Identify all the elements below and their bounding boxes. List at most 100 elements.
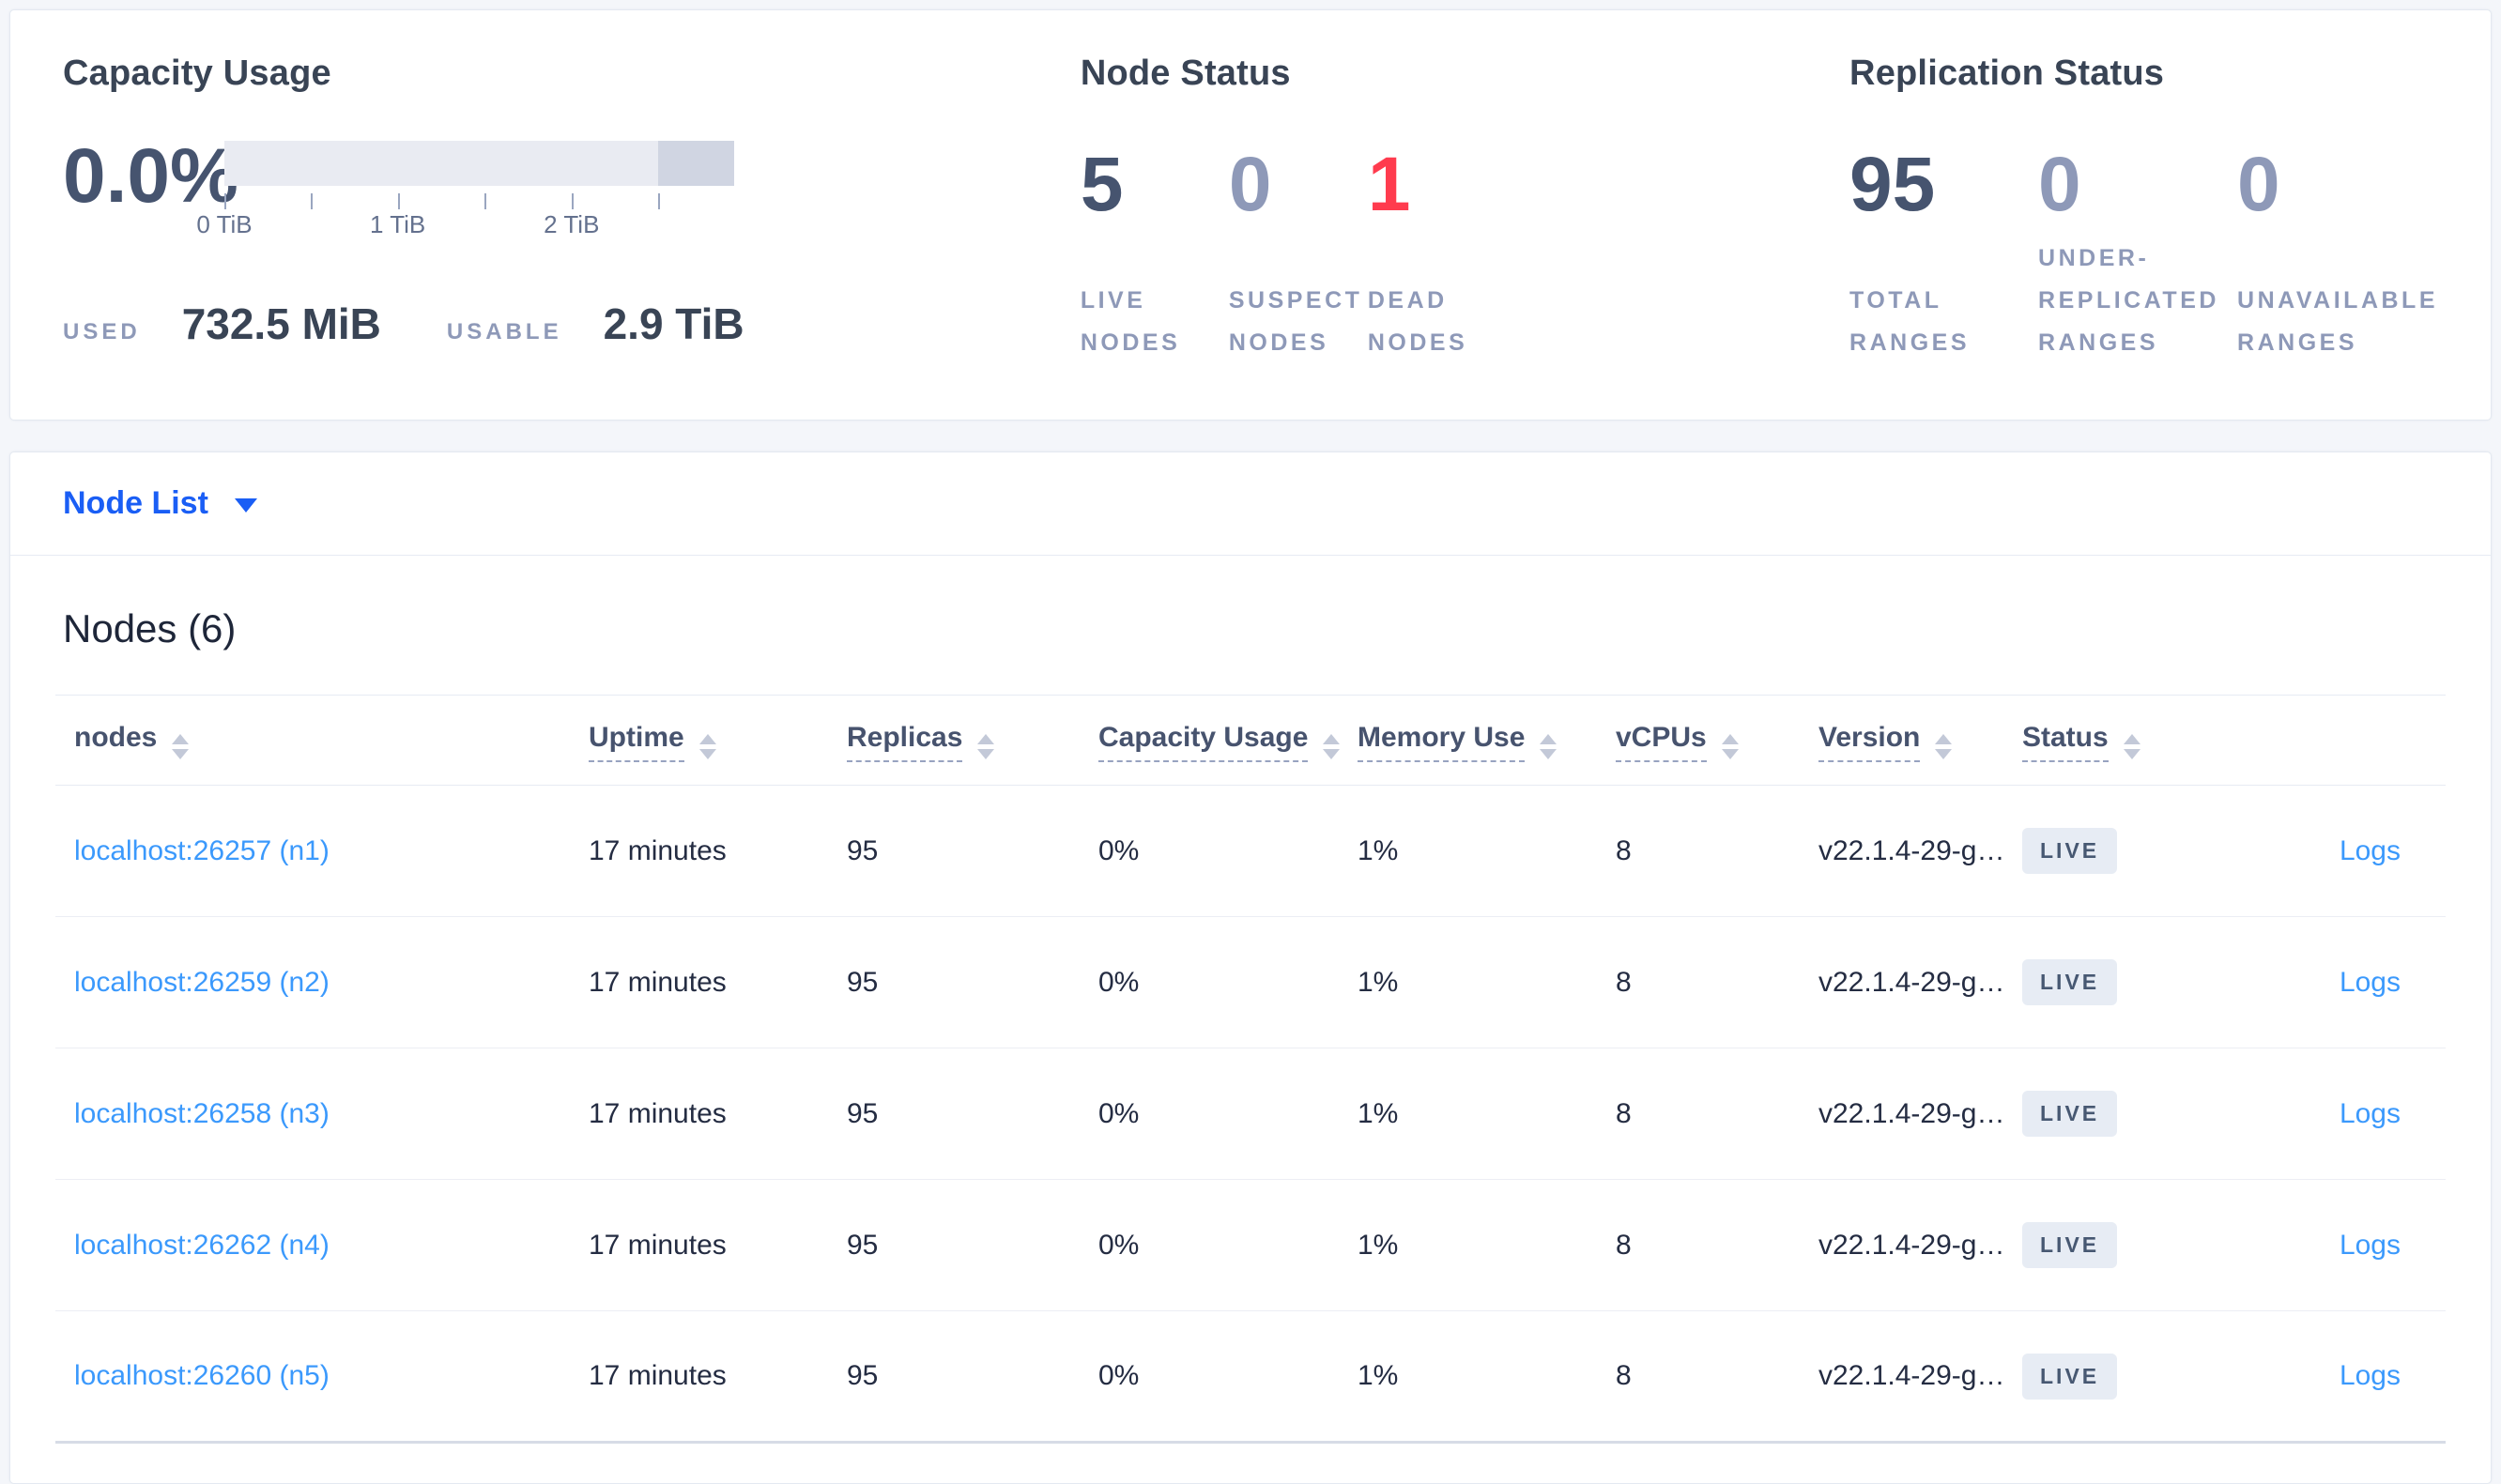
unavailable-ranges-stat: 0 UNAVAILABLE RANGES <box>2237 146 2438 364</box>
replicas-cell: 95 <box>839 1310 1091 1444</box>
column-header-status[interactable]: Status <box>2015 695 2208 786</box>
capacity-bar <box>224 141 734 186</box>
capacity-usage-section: Capacity Usage 0.0% <box>63 54 1081 420</box>
column-header-capacity-usage[interactable]: Capacity Usage <box>1091 695 1350 786</box>
node-status-section: Node Status 5 LIVE NODES 0 SUSPECT NODES… <box>1081 54 1849 420</box>
node-status-stats: 5 LIVE NODES 0 SUSPECT NODES 1 DEAD NODE… <box>1081 146 1849 364</box>
replicas-cell: 95 <box>839 1179 1091 1311</box>
logs-link[interactable]: Logs <box>2339 966 2401 998</box>
capacity-bar-ticks <box>224 186 734 210</box>
table-row: localhost:26257 (n1) 17 minutes 95 0% 1%… <box>55 785 2446 917</box>
uptime-cell: 17 minutes <box>581 1179 839 1311</box>
tick-label: 2 TiB <box>544 210 600 238</box>
nodes-table-section: Nodes (6) nodes Uptim <box>10 606 2491 1444</box>
table-header-row: nodes Uptime Replicas Capacity Usage <box>55 695 2446 786</box>
table-row: localhost:26262 (n4) 17 minutes 95 0% 1%… <box>55 1179 2446 1311</box>
node-link[interactable]: localhost:26257 (n1) <box>74 834 330 866</box>
capacity-usage-cell: 0% <box>1091 916 1350 1048</box>
replicas-cell: 95 <box>839 1048 1091 1180</box>
vcpus-cell: 8 <box>1608 1048 1811 1180</box>
unavailable-ranges-label: UNAVAILABLE RANGES <box>2237 287 2438 356</box>
total-ranges-stat: 95 TOTAL RANGES <box>1849 146 2038 364</box>
capacity-usage-cell: 0% <box>1091 1179 1350 1311</box>
node-link[interactable]: localhost:26259 (n2) <box>74 966 330 998</box>
capacity-bar-block: 0 TiB 1 TiB 2 TiB <box>196 131 734 240</box>
sort-icon <box>698 733 716 759</box>
logs-link[interactable]: Logs <box>2339 1097 2401 1129</box>
replicas-cell: 95 <box>839 785 1091 917</box>
replication-status-section: Replication Status 95 TOTAL RANGES 0 UND… <box>1849 54 2438 420</box>
sort-icon <box>172 733 190 759</box>
table-row: localhost:26259 (n2) 17 minutes 95 0% 1%… <box>55 916 2446 1048</box>
sort-icon <box>1540 733 1557 759</box>
status-badge: LIVE <box>2022 1091 2118 1137</box>
column-header-replicas[interactable]: Replicas <box>839 695 1091 786</box>
memory-use-cell: 1% <box>1350 1310 1608 1444</box>
version-cell: v22.1.4-29-g… <box>1811 1048 2015 1180</box>
usable-value: 2.9 TiB <box>603 299 744 348</box>
table-row: localhost:26260 (n5) 17 minutes 95 0% 1%… <box>55 1310 2446 1444</box>
uptime-cell: 17 minutes <box>581 1048 839 1180</box>
node-link[interactable]: localhost:26262 (n4) <box>74 1229 330 1261</box>
column-header-version[interactable]: Version <box>1811 695 2015 786</box>
column-header-vcpus[interactable]: vCPUs <box>1608 695 1811 786</box>
tick-mark <box>658 193 661 209</box>
capacity-usage-cell: 0% <box>1091 1048 1350 1180</box>
version-cell: v22.1.4-29-g… <box>1811 916 2015 1048</box>
vcpus-cell: 8 <box>1608 1179 1811 1311</box>
live-nodes-value: 5 <box>1080 142 1124 227</box>
memory-use-cell: 1% <box>1350 1048 1608 1180</box>
suspect-nodes-label: SUSPECT NODES <box>1228 287 1363 356</box>
suspect-nodes-stat: 0 SUSPECT NODES <box>1229 146 1368 364</box>
column-header-nodes[interactable]: nodes <box>55 695 581 786</box>
capacity-usage-title: Capacity Usage <box>63 54 331 93</box>
tick-label: 0 TiB <box>196 210 253 238</box>
uptime-cell: 17 minutes <box>581 916 839 1048</box>
status-badge: LIVE <box>2022 1353 2118 1400</box>
status-badge: LIVE <box>2022 1222 2118 1268</box>
capacity-usage-values: USED 732.5 MiB USABLE 2.9 TiB <box>63 298 1081 349</box>
unavailable-ranges-value: 0 <box>2237 142 2280 227</box>
dead-nodes-stat: 1 DEAD NODES <box>1368 146 1467 364</box>
node-list-dropdown[interactable]: Node List <box>63 485 257 522</box>
uptime-cell: 17 minutes <box>581 1310 839 1444</box>
node-status-title: Node Status <box>1080 54 1291 93</box>
cluster-overview-page: Capacity Usage 0.0% <box>9 9 2492 1484</box>
table-row: localhost:26258 (n3) 17 minutes 95 0% 1%… <box>55 1048 2446 1180</box>
node-link[interactable]: localhost:26260 (n5) <box>74 1360 330 1391</box>
memory-use-cell: 1% <box>1350 916 1608 1048</box>
version-cell: v22.1.4-29-g… <box>1811 785 2015 917</box>
sort-icon <box>2123 733 2140 759</box>
node-link[interactable]: localhost:26258 (n3) <box>74 1097 330 1129</box>
logs-link[interactable]: Logs <box>2339 1360 2401 1391</box>
tick-mark <box>571 193 574 209</box>
replication-status-stats: 95 TOTAL RANGES 0 UNDER- REPLICATED RANG… <box>1849 146 2438 364</box>
nodes-table: nodes Uptime Replicas Capacity Usage <box>55 695 2446 1444</box>
usable-label: USABLE <box>446 319 562 344</box>
live-nodes-label: LIVE NODES <box>1080 287 1181 356</box>
version-cell: v22.1.4-29-g… <box>1811 1310 2015 1444</box>
vcpus-cell: 8 <box>1608 916 1811 1048</box>
tick-mark <box>397 193 400 209</box>
replication-status-title: Replication Status <box>1849 54 2165 93</box>
logs-link[interactable]: Logs <box>2339 1229 2401 1261</box>
status-badge: LIVE <box>2022 959 2118 1005</box>
capacity-gauge: 0.0% 0 TiB 1 TiB <box>63 131 1081 240</box>
column-header-logs <box>2208 695 2446 786</box>
view-selector-row: Node List <box>10 452 2491 556</box>
under-replicated-ranges-stat: 0 UNDER- REPLICATED RANGES <box>2038 146 2237 364</box>
node-list-card: Node List Nodes (6) nodes <box>9 451 2492 1484</box>
sort-icon <box>1721 733 1739 759</box>
column-header-memory-use[interactable]: Memory Use <box>1350 695 1608 786</box>
column-header-uptime[interactable]: Uptime <box>581 695 839 786</box>
live-nodes-stat: 5 LIVE NODES <box>1081 146 1229 364</box>
used-label: USED <box>63 319 141 344</box>
sort-icon <box>1935 733 1953 759</box>
used-value: 732.5 MiB <box>181 299 381 348</box>
version-cell: v22.1.4-29-g… <box>1811 1179 2015 1311</box>
capacity-bar-reserved-segment <box>658 141 734 186</box>
memory-use-cell: 1% <box>1350 1179 1608 1311</box>
logs-link[interactable]: Logs <box>2339 834 2401 866</box>
node-list-dropdown-label: Node List <box>63 485 208 521</box>
tick-mark <box>224 193 226 209</box>
